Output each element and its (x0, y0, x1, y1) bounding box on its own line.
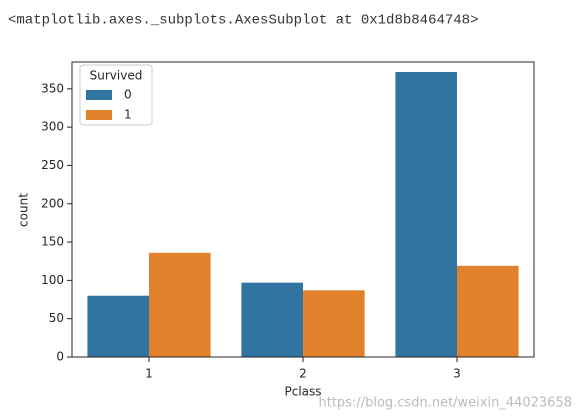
bar (241, 282, 303, 357)
legend-swatch (86, 110, 112, 120)
x-tick-label: 2 (299, 367, 307, 381)
y-tick-label: 100 (41, 273, 64, 287)
axes-frame (71, 61, 535, 358)
y-axis-label: count (17, 193, 31, 227)
legend-label: 1 (124, 108, 132, 122)
y-tick-label: 0 (56, 350, 64, 364)
y-tick-label: 150 (41, 235, 64, 249)
y-tick-label: 200 (41, 196, 64, 210)
y-tick-label: 50 (49, 311, 64, 325)
legend-title: Survived (90, 69, 143, 83)
bar (395, 71, 457, 358)
y-tick-label: 350 (41, 81, 64, 95)
bar (87, 295, 149, 357)
legend-swatch (86, 90, 112, 100)
y-tick-label: 250 (41, 158, 64, 172)
x-axis-label: Pclass (284, 385, 321, 399)
x-tick-label: 3 (453, 367, 461, 381)
bar (303, 290, 365, 357)
output-text: <matplotlib.axes._subplots.AxesSubplot a… (8, 13, 478, 29)
y-tick-label: 300 (41, 120, 64, 134)
x-tick-label: 1 (145, 367, 153, 381)
bar (457, 265, 519, 357)
legend-label: 0 (124, 88, 132, 102)
bar (149, 252, 211, 357)
watermark: https://blog.csdn.net/weixin_44023658 (318, 396, 572, 411)
